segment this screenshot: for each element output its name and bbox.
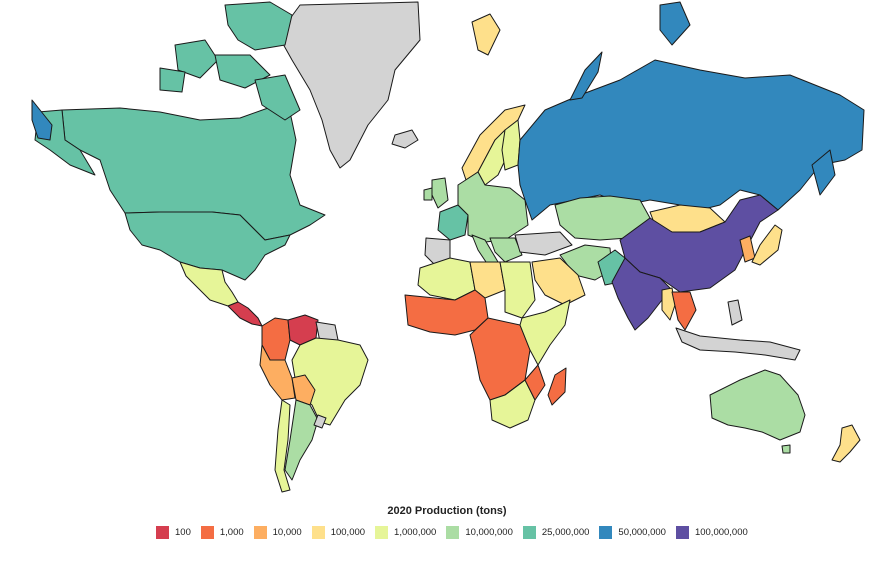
legend-item: 50,000,000 <box>599 526 666 539</box>
legend-swatch <box>375 526 389 539</box>
country-canada-arctic-5[interactable] <box>159 67 186 93</box>
legend-swatch <box>200 526 214 539</box>
legend: 2020 Production (tons) 100 1,000 10,000 100… <box>0 505 894 565</box>
legend-item: 10,000,000 <box>446 526 513 539</box>
legend-item: 10,000 <box>253 526 302 539</box>
country-tasmania[interactable] <box>781 444 791 454</box>
country-canada-arctic-1[interactable] <box>224 1 293 51</box>
country-egypt[interactable] <box>499 261 536 319</box>
legend-swatch <box>599 526 613 539</box>
country-japan[interactable] <box>751 224 783 266</box>
legend-swatch <box>311 526 325 539</box>
country-australia[interactable] <box>709 369 806 441</box>
country-uruguay[interactable] <box>313 414 327 429</box>
country-east-africa[interactable] <box>519 299 571 366</box>
country-turkey[interactable] <box>514 231 573 256</box>
legend-label: 100,000 <box>330 527 366 538</box>
legend-item: 1,000,000 <box>375 526 436 539</box>
country-russia-severnaya[interactable] <box>659 1 691 46</box>
legend-swatch <box>156 526 169 539</box>
legend-swatch <box>446 526 460 539</box>
country-algeria[interactable] <box>417 257 476 301</box>
legend-label: 100,000,000 <box>694 527 748 538</box>
legend-label: 10,000 <box>272 527 302 538</box>
legend-label: 25,000,000 <box>541 527 590 538</box>
country-uk[interactable] <box>431 177 449 209</box>
country-peru[interactable] <box>259 344 296 401</box>
legend-item: 100 <box>156 526 191 539</box>
legend-item: 100,000 <box>311 526 366 539</box>
country-usa[interactable] <box>124 211 291 281</box>
country-russia-east-tip[interactable] <box>31 99 53 141</box>
legend-title: 2020 Production (tons) <box>387 505 507 517</box>
country-chile[interactable] <box>274 399 291 493</box>
country-greenland[interactable] <box>277 1 421 169</box>
legend-label: 100 <box>175 527 191 538</box>
legend-item: 1,000 <box>200 526 244 539</box>
country-canada-arctic-2[interactable] <box>174 39 219 79</box>
country-southern-africa-mid[interactable] <box>504 364 546 401</box>
country-saudi-arabia[interactable] <box>531 257 586 306</box>
country-libya[interactable] <box>469 261 506 299</box>
country-russia[interactable] <box>517 59 865 221</box>
country-philippines[interactable] <box>727 299 743 326</box>
country-thailand[interactable] <box>671 291 697 331</box>
country-russia-novaya[interactable] <box>569 51 603 101</box>
country-svalbard[interactable] <box>471 13 501 56</box>
legend-swatch <box>675 526 689 539</box>
country-indonesia[interactable] <box>675 327 801 361</box>
country-canada-arctic-4[interactable] <box>254 74 301 121</box>
legend-swatch <box>253 526 267 539</box>
world-map <box>31 1 865 493</box>
country-korea[interactable] <box>739 235 756 263</box>
country-myanmar[interactable] <box>661 287 676 321</box>
legend-item: 25,000,000 <box>522 526 590 539</box>
country-iceland[interactable] <box>391 129 419 149</box>
legend-item: 100,000,000 <box>675 526 748 539</box>
country-balkans[interactable] <box>489 237 523 263</box>
legend-label: 1,000 <box>219 527 244 538</box>
country-new-zealand[interactable] <box>831 424 861 463</box>
map-svg <box>31 1 865 493</box>
country-russia-kamchatka[interactable] <box>811 149 836 196</box>
country-argentina[interactable] <box>284 399 319 481</box>
legend-swatch <box>522 526 536 539</box>
country-ireland[interactable] <box>423 187 433 201</box>
country-bolivia[interactable] <box>291 374 316 406</box>
country-central-america[interactable] <box>227 301 263 327</box>
country-central-europe[interactable] <box>457 171 529 243</box>
country-canada[interactable] <box>61 107 326 241</box>
legend-items: 100 1,000 10,000 100,000 1,000,000 10,000,000… <box>156 526 758 539</box>
country-madagascar[interactable] <box>547 367 567 406</box>
legend-label: 1,000,000 <box>394 527 437 538</box>
legend-label: 50,000,000 <box>618 527 666 538</box>
legend-label: 10,000,000 <box>465 527 513 538</box>
